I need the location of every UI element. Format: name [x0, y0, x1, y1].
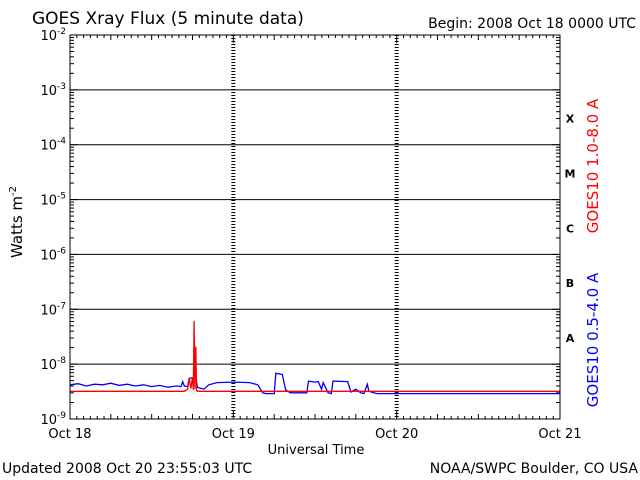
y-tick-label: 10-7 [40, 301, 66, 318]
begin-timestamp: Begin: 2008 Oct 18 0000 UTC [428, 16, 636, 32]
y-tick-label: 10-6 [40, 246, 66, 263]
y-axis-ticks: 10-210-310-410-510-610-710-810-9 [40, 27, 560, 428]
x-axis-ticks: Oct 18 Oct 19 Oct 20 Oct 21 [48, 35, 581, 442]
y-tick-base: 10 [40, 29, 57, 44]
x-tick-label: Oct 20 [375, 427, 418, 442]
data-series [70, 321, 560, 394]
day-separators [233, 35, 396, 419]
flare-class-label: M [565, 167, 576, 180]
y-tick-base: 10 [40, 413, 57, 428]
y-tick-label: 10-9 [40, 411, 66, 428]
series-line [70, 373, 560, 393]
series-line [70, 321, 560, 392]
x-axis-label: Universal Time [268, 443, 365, 458]
y-tick-base: 10 [40, 139, 57, 154]
y-tick-base: 10 [40, 248, 57, 263]
flare-class-label: C [566, 222, 574, 235]
y-tick-label: 10-2 [40, 27, 66, 44]
data-credit: NOAA/SWPC Boulder, CO USA [430, 461, 639, 477]
y-tick-base: 10 [40, 358, 57, 373]
flare-class-labels: X M C B A [565, 113, 576, 345]
y-tick-exponent: -6 [57, 246, 66, 256]
y-tick-exponent: -5 [57, 192, 66, 202]
x-tick-label: Oct 19 [212, 427, 255, 442]
y-tick-exponent: -8 [57, 356, 66, 366]
y-axis-label-exponent: -2 [8, 186, 19, 196]
x-tick-label: Oct 21 [538, 427, 581, 442]
legend-series-long: GOES10 1.0-8.0 A [584, 98, 602, 233]
flare-class-label: A [566, 332, 575, 345]
y-tick-exponent: -7 [57, 301, 66, 311]
y-tick-label: 10-5 [40, 192, 66, 209]
y-axis-label-base: Watts m [8, 196, 26, 258]
plot-area-frame [70, 35, 560, 419]
y-tick-exponent: -9 [57, 411, 66, 421]
y-tick-exponent: -4 [57, 137, 66, 147]
x-tick-label: Oct 18 [48, 427, 91, 442]
y-tick-exponent: -2 [57, 27, 66, 37]
flare-class-label: X [566, 113, 575, 126]
y-tick-label: 10-4 [40, 137, 66, 154]
flare-class-label: B [566, 277, 574, 290]
legend-series-short: GOES10 0.5-4.0 A [584, 272, 602, 407]
updated-timestamp: Updated 2008 Oct 20 23:55:03 UTC [2, 461, 252, 477]
y-axis-label: Watts m-2 [8, 186, 26, 258]
y-tick-base: 10 [40, 303, 57, 318]
y-tick-label: 10-3 [40, 82, 66, 99]
y-tick-exponent: -3 [57, 82, 66, 92]
y-tick-base: 10 [40, 84, 57, 99]
svg-text:Watts m-2: Watts m-2 [8, 186, 26, 258]
chart-title: GOES Xray Flux (5 minute data) [32, 9, 304, 29]
gridlines [70, 90, 560, 364]
y-tick-label: 10-8 [40, 356, 66, 373]
y-tick-base: 10 [40, 194, 57, 209]
